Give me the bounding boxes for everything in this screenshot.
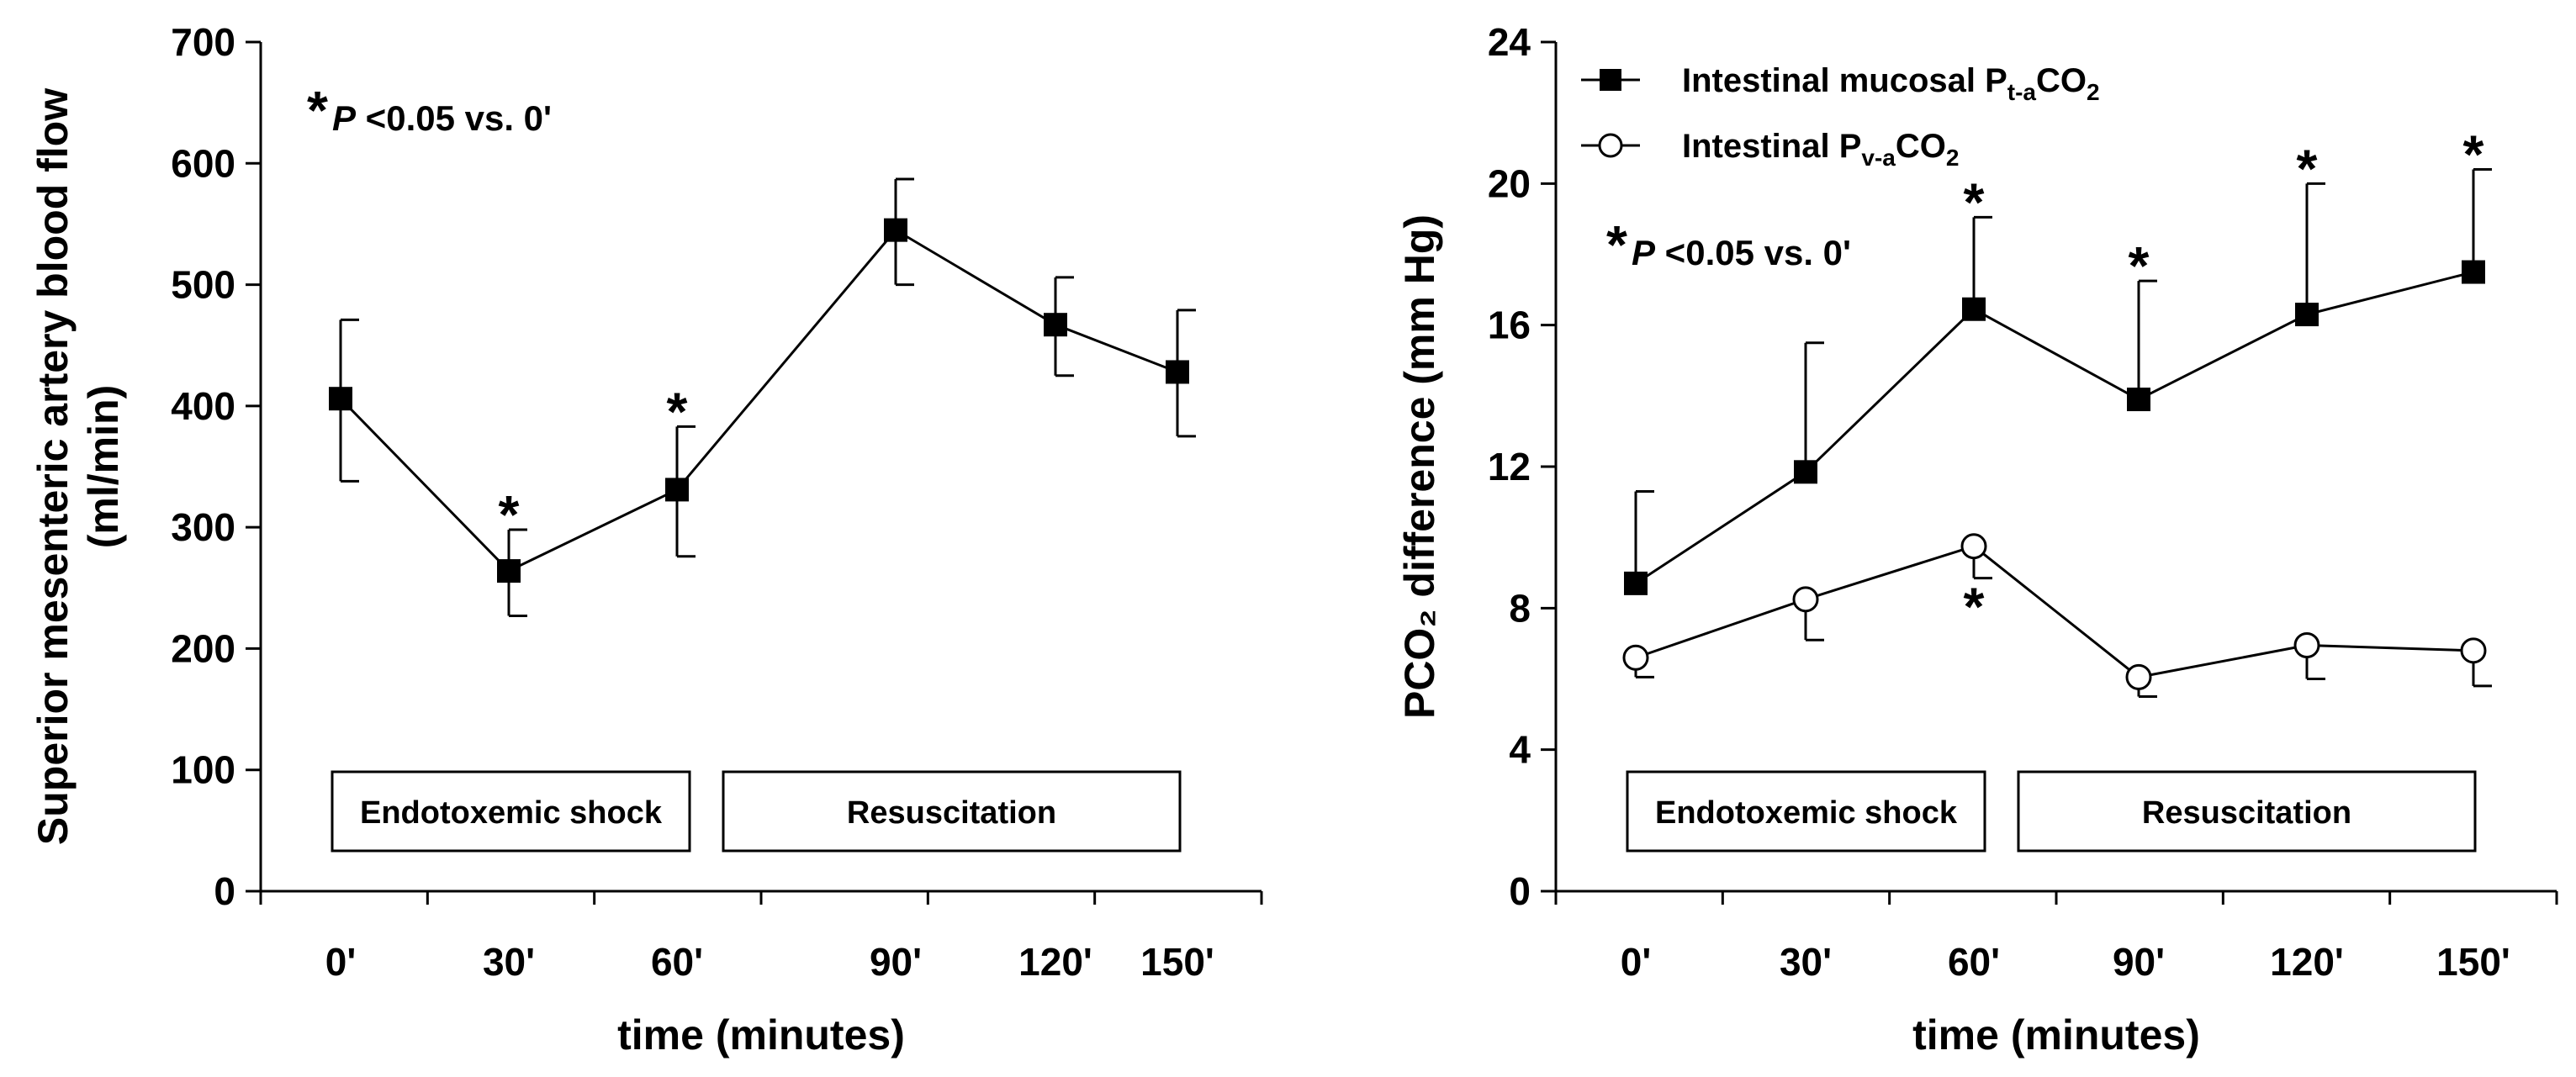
x-tick-label: 90' — [870, 940, 922, 984]
left-chart: 0 100 200 300 400 500 600 700 0' 30' 60' 90' 120' 150… — [29, 20, 1263, 1059]
p-symbol: P — [1632, 233, 1656, 272]
legend-main: Intestinal P — [1682, 128, 1861, 165]
data-point — [1622, 644, 1649, 671]
significance-star: * — [1964, 172, 1985, 232]
legend-co: CO — [1896, 128, 1946, 165]
y-tick-label: 0 — [1509, 869, 1531, 913]
phase-label: Resuscitation — [2142, 795, 2351, 831]
data-point — [2293, 632, 2320, 659]
x-tick-label: 150' — [2436, 940, 2510, 984]
series-line — [339, 228, 1178, 573]
legend-co: CO — [2036, 62, 2087, 99]
data-point — [884, 218, 907, 242]
y-tick-label: 24 — [1488, 20, 1531, 64]
phase-box — [1626, 770, 1986, 853]
data-point — [1166, 360, 1189, 384]
data-point — [665, 478, 689, 502]
phase-box — [2017, 770, 2477, 853]
p-threshold: <0.05 vs. 0' — [1655, 233, 1851, 272]
legend-main: Intestinal mucosal P — [1682, 62, 2007, 99]
significance-star: * — [2463, 124, 2484, 185]
data-point — [1792, 586, 1819, 613]
data-point — [1624, 571, 1648, 595]
series-0: ** — [329, 177, 1196, 617]
significance-note: P <0.05 vs. 0' — [332, 98, 552, 138]
legend-subscript-2: 2 — [2087, 79, 2100, 105]
y-tick-label: 400 — [171, 384, 235, 428]
legend-subscript: v-a — [1861, 145, 1896, 171]
x-tick-label: 30' — [1780, 940, 1832, 984]
note-star: * — [307, 80, 328, 140]
phase-label: Endotoxemic shock — [360, 795, 663, 831]
significance-note: P <0.05 vs. 0' — [1632, 233, 1851, 272]
right-chart: 0 4 8 12 16 20 24 0' 30' 60' 90' 120' 150' time (minu… — [1396, 20, 2558, 1059]
legend-marker — [1600, 69, 1621, 91]
series-1: * — [1622, 533, 2492, 699]
y-tick-label: 0 — [214, 869, 235, 913]
x-axis-title: time (minutes) — [617, 1011, 905, 1059]
significance-star: * — [667, 381, 688, 441]
legend-label: Intestinal Pv-aCO2 — [1682, 128, 1959, 171]
significance-star: * — [2297, 138, 2318, 198]
x-axis-title: time (minutes) — [1912, 1011, 2200, 1059]
phase-label: Resuscitation — [847, 795, 1056, 831]
significance-star: * — [1964, 577, 1985, 637]
x-tick-label: 90' — [2113, 940, 2165, 984]
significance-star: * — [2129, 235, 2150, 296]
data-point — [1960, 533, 1987, 560]
phase-label: Endotoxemic shock — [1655, 795, 1958, 831]
y-tick-label: 300 — [171, 505, 235, 549]
phase-box — [331, 770, 691, 853]
x-tick-label: 30' — [483, 940, 535, 984]
y-tick-label: 8 — [1509, 586, 1531, 630]
series-0: * * * * — [1624, 124, 2492, 595]
phase-box — [722, 770, 1182, 853]
p-symbol: P — [332, 98, 357, 138]
data-point — [2462, 260, 2485, 284]
data-point — [1794, 460, 1817, 484]
data-point — [1044, 313, 1067, 337]
y-tick-label: 500 — [171, 263, 235, 307]
x-tick-label: 0' — [1621, 940, 1652, 984]
y-axis-title: Superior mesenteric artery blood flow — [29, 88, 77, 845]
y-tick-label: 4 — [1509, 728, 1531, 772]
series-line — [1635, 271, 2474, 585]
x-tick-label: 60' — [1948, 940, 2000, 984]
legend-subscript: t-a — [2007, 79, 2037, 105]
y-axis-title-units: (ml/min) — [80, 385, 127, 548]
y-tick-label: 600 — [171, 141, 235, 185]
y-tick-label: 16 — [1488, 304, 1531, 347]
y-tick-label: 20 — [1488, 161, 1531, 205]
y-tick-label: 700 — [171, 20, 235, 64]
data-point — [2295, 303, 2319, 327]
x-tick-label: 0' — [325, 940, 357, 984]
legend-label: Intestinal mucosal Pt-aCO2 — [1682, 62, 2100, 105]
y-tick-label: 12 — [1488, 445, 1531, 488]
x-tick-label: 60' — [651, 940, 703, 984]
series-line — [1635, 545, 2474, 678]
data-point — [329, 387, 352, 411]
x-tick-label: 150' — [1140, 940, 1214, 984]
x-tick-label: 120' — [1018, 940, 1092, 984]
legend-marker — [1598, 133, 1623, 158]
p-threshold: <0.05 vs. 0' — [356, 98, 552, 138]
significance-star: * — [499, 484, 520, 545]
data-point — [497, 559, 521, 583]
y-axis-title: PCO₂ difference (mm Hg) — [1396, 214, 1443, 719]
x-tick-label: 120' — [2270, 940, 2344, 984]
data-point — [2125, 663, 2152, 690]
data-point — [1962, 297, 1986, 321]
data-point — [2460, 637, 2487, 664]
note-star: * — [1606, 214, 1627, 275]
legend-subscript-2: 2 — [1946, 145, 1960, 171]
data-point — [2127, 388, 2150, 412]
y-tick-label: 200 — [171, 626, 235, 670]
y-tick-label: 100 — [171, 748, 235, 792]
